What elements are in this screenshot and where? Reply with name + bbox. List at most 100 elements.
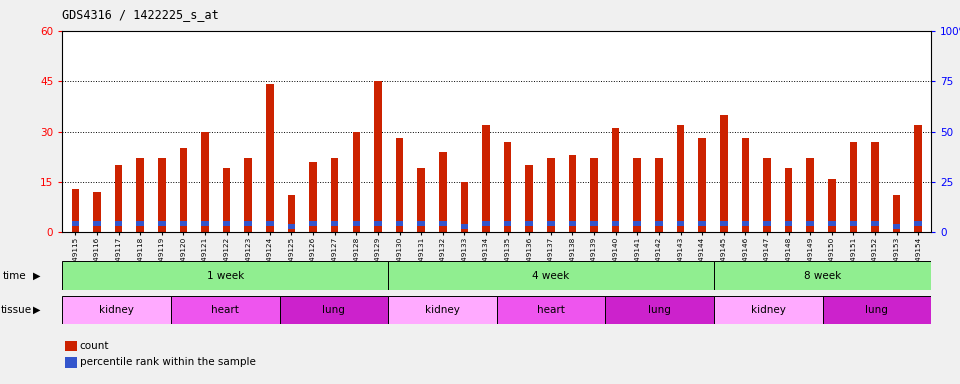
Bar <box>418 220 425 226</box>
Text: 4 week: 4 week <box>533 270 569 281</box>
Bar <box>893 224 900 229</box>
Bar <box>828 179 835 232</box>
Bar <box>62 296 171 324</box>
Bar <box>331 158 339 232</box>
Bar <box>547 220 555 226</box>
Bar <box>677 125 684 232</box>
Bar <box>158 158 165 232</box>
Bar <box>606 296 714 324</box>
Bar <box>806 158 814 232</box>
Bar <box>93 220 101 226</box>
Bar <box>461 224 468 229</box>
Bar <box>741 220 749 226</box>
Bar <box>352 220 360 226</box>
Bar <box>374 81 382 232</box>
Bar <box>115 165 122 232</box>
Bar <box>482 125 490 232</box>
Bar <box>72 220 79 226</box>
Bar <box>136 158 144 232</box>
Bar <box>331 220 339 226</box>
Bar <box>396 220 403 226</box>
Bar <box>634 220 641 226</box>
Bar <box>872 220 878 226</box>
Bar <box>418 169 425 232</box>
Bar <box>202 220 209 226</box>
Bar <box>388 261 714 290</box>
Bar <box>806 220 814 226</box>
Bar <box>872 142 878 232</box>
Bar <box>850 220 857 226</box>
Text: 8 week: 8 week <box>804 270 841 281</box>
Text: lung: lung <box>648 305 671 315</box>
Text: time: time <box>3 270 27 281</box>
Bar <box>915 125 922 232</box>
Text: GDS4316 / 1422225_s_at: GDS4316 / 1422225_s_at <box>62 8 219 22</box>
Bar <box>720 220 728 226</box>
Bar <box>634 158 641 232</box>
Bar <box>171 296 279 324</box>
Bar <box>893 195 900 232</box>
Bar <box>763 220 771 226</box>
Bar <box>115 220 122 226</box>
Bar <box>915 220 922 226</box>
Text: ▶: ▶ <box>33 270 40 281</box>
Bar <box>266 84 274 232</box>
Text: percentile rank within the sample: percentile rank within the sample <box>80 358 255 367</box>
Bar <box>590 220 598 226</box>
Bar <box>461 182 468 232</box>
Bar <box>828 220 835 226</box>
Bar <box>388 296 497 324</box>
Bar <box>288 224 296 229</box>
Bar <box>612 128 619 232</box>
Bar <box>223 169 230 232</box>
Text: ▶: ▶ <box>33 305 40 315</box>
Bar <box>309 220 317 226</box>
Bar <box>223 220 230 226</box>
Bar <box>352 131 360 232</box>
Bar <box>266 220 274 226</box>
Bar <box>309 162 317 232</box>
Bar <box>741 138 749 232</box>
Bar <box>202 131 209 232</box>
Bar <box>612 220 619 226</box>
Bar <box>763 158 771 232</box>
Bar <box>525 220 533 226</box>
Bar <box>497 296 606 324</box>
Bar <box>655 158 662 232</box>
Text: tissue: tissue <box>1 305 32 315</box>
Bar <box>823 296 931 324</box>
Bar <box>698 138 706 232</box>
Bar <box>396 138 403 232</box>
Bar <box>180 220 187 226</box>
Text: lung: lung <box>323 305 346 315</box>
Bar <box>525 165 533 232</box>
Bar <box>245 158 252 232</box>
Bar <box>136 220 144 226</box>
Bar <box>62 261 388 290</box>
Bar <box>784 169 792 232</box>
Text: heart: heart <box>211 305 239 315</box>
Bar <box>568 155 576 232</box>
Bar <box>655 220 662 226</box>
Text: lung: lung <box>866 305 888 315</box>
Text: kidney: kidney <box>99 305 134 315</box>
Bar <box>72 189 79 232</box>
Text: kidney: kidney <box>751 305 785 315</box>
Text: count: count <box>80 341 109 351</box>
Bar <box>568 220 576 226</box>
Text: 1 week: 1 week <box>206 270 244 281</box>
Bar <box>850 142 857 232</box>
Bar <box>439 220 446 226</box>
Bar <box>93 192 101 232</box>
Bar <box>714 296 823 324</box>
Bar <box>714 261 931 290</box>
Text: kidney: kidney <box>425 305 460 315</box>
Bar <box>288 195 296 232</box>
Bar <box>439 152 446 232</box>
Bar <box>547 158 555 232</box>
Bar <box>504 142 512 232</box>
Bar <box>504 220 512 226</box>
Bar <box>279 296 388 324</box>
Bar <box>374 220 382 226</box>
Bar <box>245 220 252 226</box>
